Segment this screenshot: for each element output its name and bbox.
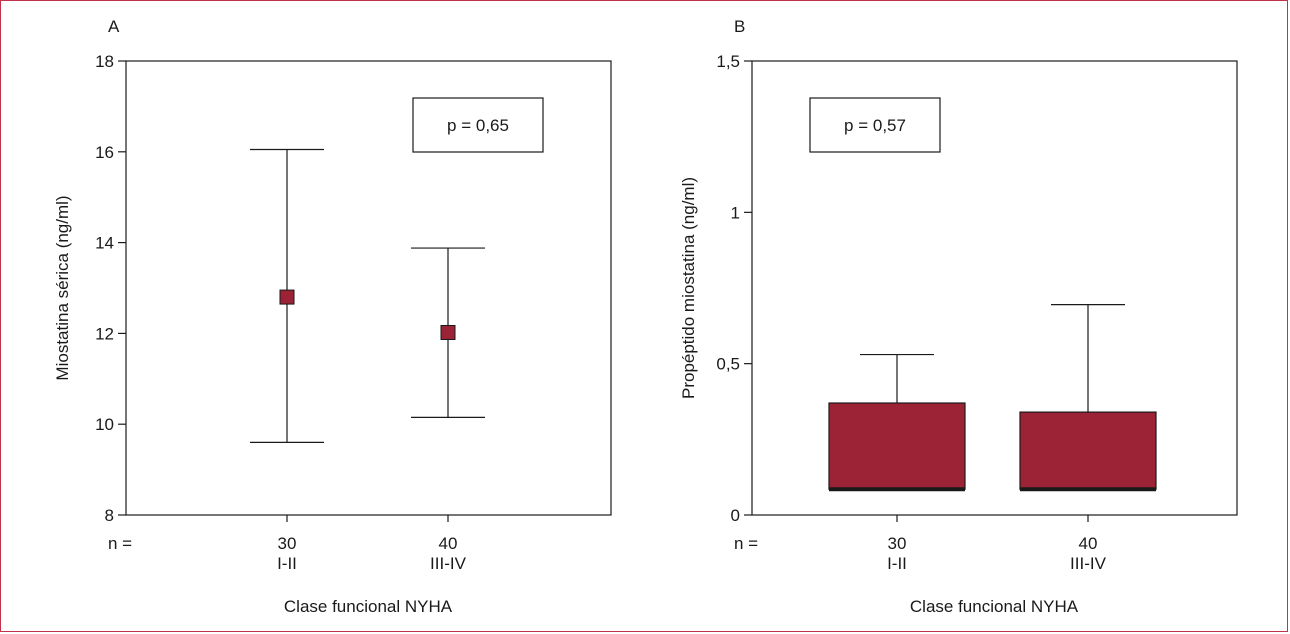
panel-a-y-axis-title: Miostatina sérica (ng/ml): [53, 195, 72, 380]
panel-a-y-tick-label: 10: [95, 415, 114, 434]
panel-a-n-value: 30: [278, 534, 297, 553]
panel-b-n-label: n =: [734, 534, 758, 553]
panel-a-mean-marker: [440, 324, 456, 340]
panel-a-y-tick-label: 16: [95, 143, 114, 162]
panel-a-label: A: [108, 17, 120, 36]
panel-b-x-tick-label: I-II: [887, 554, 907, 573]
panel-b-label: B: [734, 17, 745, 36]
panel-a-pvalue-box: [412, 97, 544, 153]
panel-b-x-tick-label: III-IV: [1070, 554, 1107, 573]
panel-a-x-tick-label: I-II: [277, 554, 297, 573]
panel-b-marks: [828, 304, 1157, 492]
panel-a-y-tick-label: 14: [95, 234, 114, 253]
panel-b-n-value: 40: [1079, 534, 1098, 553]
panel-b-plot-frame: [751, 60, 1238, 516]
panel-a-n-label: n =: [108, 534, 132, 553]
panel-b-bar: [1019, 411, 1157, 490]
panel-b-y-tick-label: 1,5: [716, 52, 740, 71]
panel-b-bar: [828, 402, 966, 490]
panel-a-mean-marker: [279, 289, 295, 305]
panel-a-plot-frame: [125, 60, 612, 516]
panel-a-y-tick-label: 12: [95, 324, 114, 343]
panel-a-x-tick-label: III-IV: [430, 554, 467, 573]
panel-a-marks: [250, 148, 485, 443]
panel-a-x-axis-title: Clase funcional NYHA: [284, 597, 453, 616]
panel-a-pvalue: p = 0,65: [447, 116, 509, 135]
panel-b-y-tick-label: 1: [731, 203, 740, 222]
panel-b-n-value: 30: [888, 534, 907, 553]
panel-b-y-tick-label: 0,5: [716, 355, 740, 374]
panel-b-y-tick-label: 0: [731, 506, 740, 525]
panel-b-pvalue-box: [809, 97, 941, 153]
panel-b-y-axis-title: Propéptido miostatina (ng/ml): [679, 177, 698, 399]
panel-b-pvalue: p = 0,57: [844, 116, 906, 135]
panel-b-x-axis-title: Clase funcional NYHA: [910, 597, 1079, 616]
panel-a-y-tick-label: 8: [105, 506, 114, 525]
panel-a-n-value: 40: [439, 534, 458, 553]
panel-a-y-tick-label: 18: [95, 52, 114, 71]
